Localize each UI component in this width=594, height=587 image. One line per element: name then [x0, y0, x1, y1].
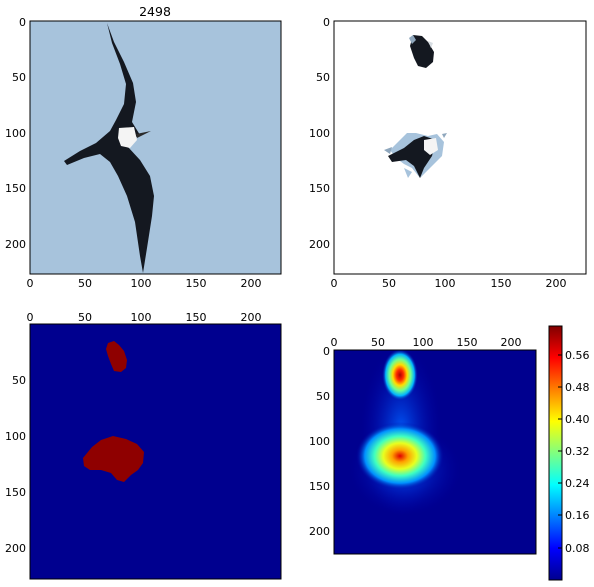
x-tick-label: 50: [371, 336, 385, 349]
x-tick-label: 150: [491, 277, 512, 290]
colorbar-tick-label: 0.48: [565, 381, 590, 394]
x-tick-label: 150: [457, 336, 478, 349]
colorbar-tick-marks: [558, 354, 562, 549]
masked-background: [334, 21, 586, 274]
y-tick-label: 0: [19, 16, 26, 29]
x-tick-label: 0: [27, 277, 34, 290]
colorbar-tick-labels: 0.08 0.16 0.24 0.32 0.40 0.48 0.56: [565, 349, 590, 555]
colorbar-gradient: [548, 325, 563, 581]
colorbar-tick-label: 0.32: [565, 445, 590, 458]
y-tick-label: 0: [323, 345, 330, 358]
x-tick-label: 150: [186, 277, 207, 290]
x-tick-label: 150: [186, 311, 207, 324]
y-tick-label: 100: [309, 435, 330, 448]
x-tick-label: 200: [501, 336, 522, 349]
panel-mask-x-ticks: 0 50 100 150 200: [27, 311, 262, 324]
y-tick-label: 50: [12, 71, 26, 84]
y-tick-label: 100: [309, 127, 330, 140]
panel-mask-y-ticks: 50 100 150 200: [5, 374, 26, 555]
photo-sky: [30, 21, 281, 274]
panel-masked-x-ticks: 0 50 100 150 200: [331, 277, 567, 290]
masked-head-region: [409, 35, 434, 68]
x-tick-label: 50: [78, 311, 92, 324]
y-tick-label: 150: [5, 182, 26, 195]
hotspot-body: [356, 422, 444, 490]
x-tick-label: 100: [435, 277, 456, 290]
colorbar-tick-label: 0.24: [565, 477, 590, 490]
bird-beak: [136, 131, 151, 138]
frigatebird: [64, 23, 154, 273]
x-tick-label: 200: [241, 277, 262, 290]
x-tick-label: 100: [131, 277, 152, 290]
x-tick-label: 200: [241, 311, 262, 324]
mask-body-blob: [83, 436, 144, 482]
y-tick-label: 50: [12, 374, 26, 387]
panel-masked: 0 50 100 150 200 0 50 100 150 200: [309, 16, 587, 290]
y-tick-label: 200: [309, 238, 330, 251]
mask-background: [30, 324, 281, 579]
bird-chest: [118, 127, 137, 148]
panel-saliency-frame: [333, 349, 537, 555]
panel-photo-y-ticks: 0 50 100 150 200: [5, 16, 26, 251]
y-tick-label: 100: [5, 127, 26, 140]
mask-head-blob: [106, 341, 127, 372]
colorbar-tick-label: 0.16: [565, 509, 590, 522]
colorbar-tick-label: 0.08: [565, 542, 590, 555]
y-tick-label: 0: [323, 16, 330, 29]
x-tick-label: 0: [331, 336, 338, 349]
x-tick-label: 100: [131, 311, 152, 324]
hotspot-head: [382, 350, 418, 401]
panel-saliency-y-ticks: 0 50 100 150 200: [309, 345, 330, 538]
x-tick-label: 50: [382, 277, 396, 290]
panel-saliency: 0 50 100 150 200 0 50 100 150 200: [309, 325, 590, 581]
panel-photo: 2498 0 50 100 150 200 0 50 100 150 200: [5, 4, 282, 290]
colorbar-tick-label: 0.56: [565, 349, 590, 362]
panel-photo-frame: [29, 20, 282, 275]
panel-saliency-x-ticks: 0 50 100 150 200: [331, 336, 522, 349]
y-tick-label: 100: [5, 430, 26, 443]
panel-masked-y-ticks: 0 50 100 150 200: [309, 16, 330, 251]
y-tick-label: 200: [5, 238, 26, 251]
x-tick-label: 200: [546, 277, 567, 290]
x-tick-label: 0: [27, 311, 34, 324]
panel-mask-frame: [29, 323, 282, 580]
colorbar: 0.08 0.16 0.24 0.32 0.40 0.48 0.56: [548, 325, 590, 581]
y-tick-label: 50: [316, 71, 330, 84]
colorbar-tick-label: 0.40: [565, 413, 590, 426]
panel-masked-frame: [333, 20, 587, 275]
x-tick-label: 0: [331, 277, 338, 290]
panel-mask: 0 50 100 150 200 50 100 150 200: [5, 311, 282, 580]
x-tick-label: 100: [413, 336, 434, 349]
y-tick-label: 150: [5, 486, 26, 499]
masked-body-region: [384, 133, 447, 178]
x-tick-label: 50: [78, 277, 92, 290]
y-tick-label: 200: [5, 542, 26, 555]
panel-photo-title: 2498: [139, 4, 171, 19]
panel-photo-x-ticks: 0 50 100 150 200: [27, 277, 262, 290]
y-tick-label: 150: [309, 480, 330, 493]
y-tick-label: 200: [309, 525, 330, 538]
y-tick-label: 150: [309, 182, 330, 195]
y-tick-label: 50: [316, 390, 330, 403]
